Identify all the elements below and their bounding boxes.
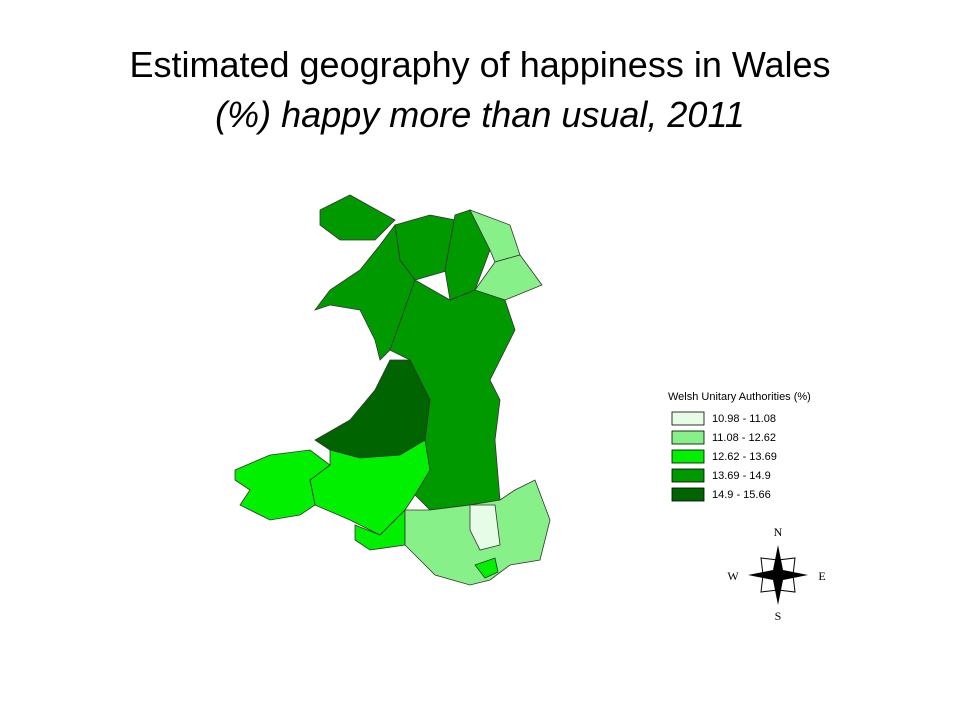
region xyxy=(234,449,331,521)
legend-label: 10.98 - 11.08 xyxy=(712,413,776,425)
compass-n: N xyxy=(774,525,783,539)
legend-label: 11.08 - 12.62 xyxy=(712,432,776,444)
compass: N S E W xyxy=(727,525,825,623)
legend-label: 13.69 - 14.9 xyxy=(712,470,771,482)
legend-title: Welsh Unitary Authorities (%) xyxy=(668,391,811,403)
legend-swatch xyxy=(671,449,705,464)
regions xyxy=(234,194,551,586)
legend-swatch xyxy=(671,411,705,426)
compass-star-outline xyxy=(760,557,796,593)
region xyxy=(469,504,501,551)
legend-label: 12.62 - 13.69 xyxy=(712,451,777,463)
legend-swatch xyxy=(671,487,705,502)
legend-swatch xyxy=(671,430,705,445)
subtitle: (%) happy more than usual, 2011 xyxy=(215,94,745,135)
legend-box xyxy=(665,388,860,506)
compass-s: S xyxy=(775,609,782,623)
region xyxy=(319,194,396,241)
region xyxy=(314,359,431,459)
legend-swatch xyxy=(671,468,705,483)
compass-w: W xyxy=(727,569,739,583)
compass-star xyxy=(748,545,808,605)
region xyxy=(474,557,499,579)
legend: 10.98 - 11.08 11.08 - 12.62 12.62 - 13.69 1… xyxy=(671,411,777,502)
compass-e: E xyxy=(818,569,825,583)
legend-label: 14.9 - 15.66 xyxy=(712,489,771,501)
title: Estimated geography of happiness in Wale… xyxy=(129,44,831,85)
